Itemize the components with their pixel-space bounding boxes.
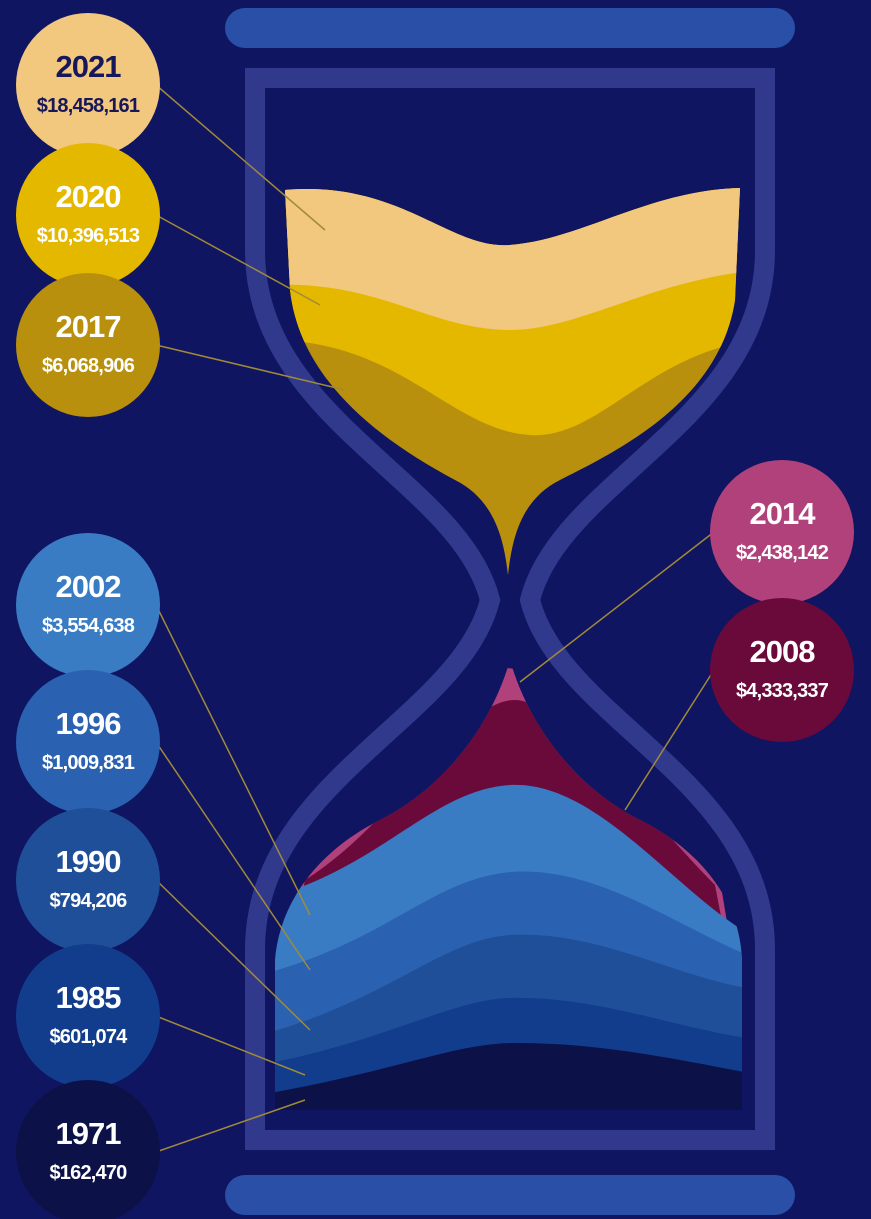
amount: $2,438,142 [736,542,829,564]
year: 2014 [750,496,817,531]
bottom-cap [225,1175,795,1215]
year-badge [16,143,160,287]
year-badge [16,808,160,952]
year: 2002 [56,569,121,604]
year: 1971 [56,1116,122,1151]
amount: $6,068,906 [42,355,135,377]
infographic: 2021 $18,458,161 2020 $10,396,513 2017 $6,068… [0,0,871,1219]
year: 1996 [56,706,122,741]
amount: $601,074 [49,1026,128,1048]
year: 1990 [56,844,121,879]
year-badge [16,533,160,677]
amount: $4,333,337 [736,680,829,702]
year-badge [710,460,854,604]
amount: $3,554,638 [42,615,135,637]
year: 2020 [56,179,121,214]
year-badge [16,944,160,1088]
year-badge [16,273,160,417]
year: 1985 [56,980,122,1015]
year-badge [710,598,854,742]
amount: $162,470 [49,1162,127,1184]
year: 2021 [56,49,122,84]
year: 2017 [56,309,121,344]
year-badge [16,670,160,814]
top-cap [225,8,795,48]
amount: $18,458,161 [37,95,140,117]
year: 2008 [750,634,816,669]
amount: $794,206 [49,890,127,912]
amount: $10,396,513 [37,225,140,247]
amount: $1,009,831 [42,752,135,774]
year-badge [16,13,160,157]
